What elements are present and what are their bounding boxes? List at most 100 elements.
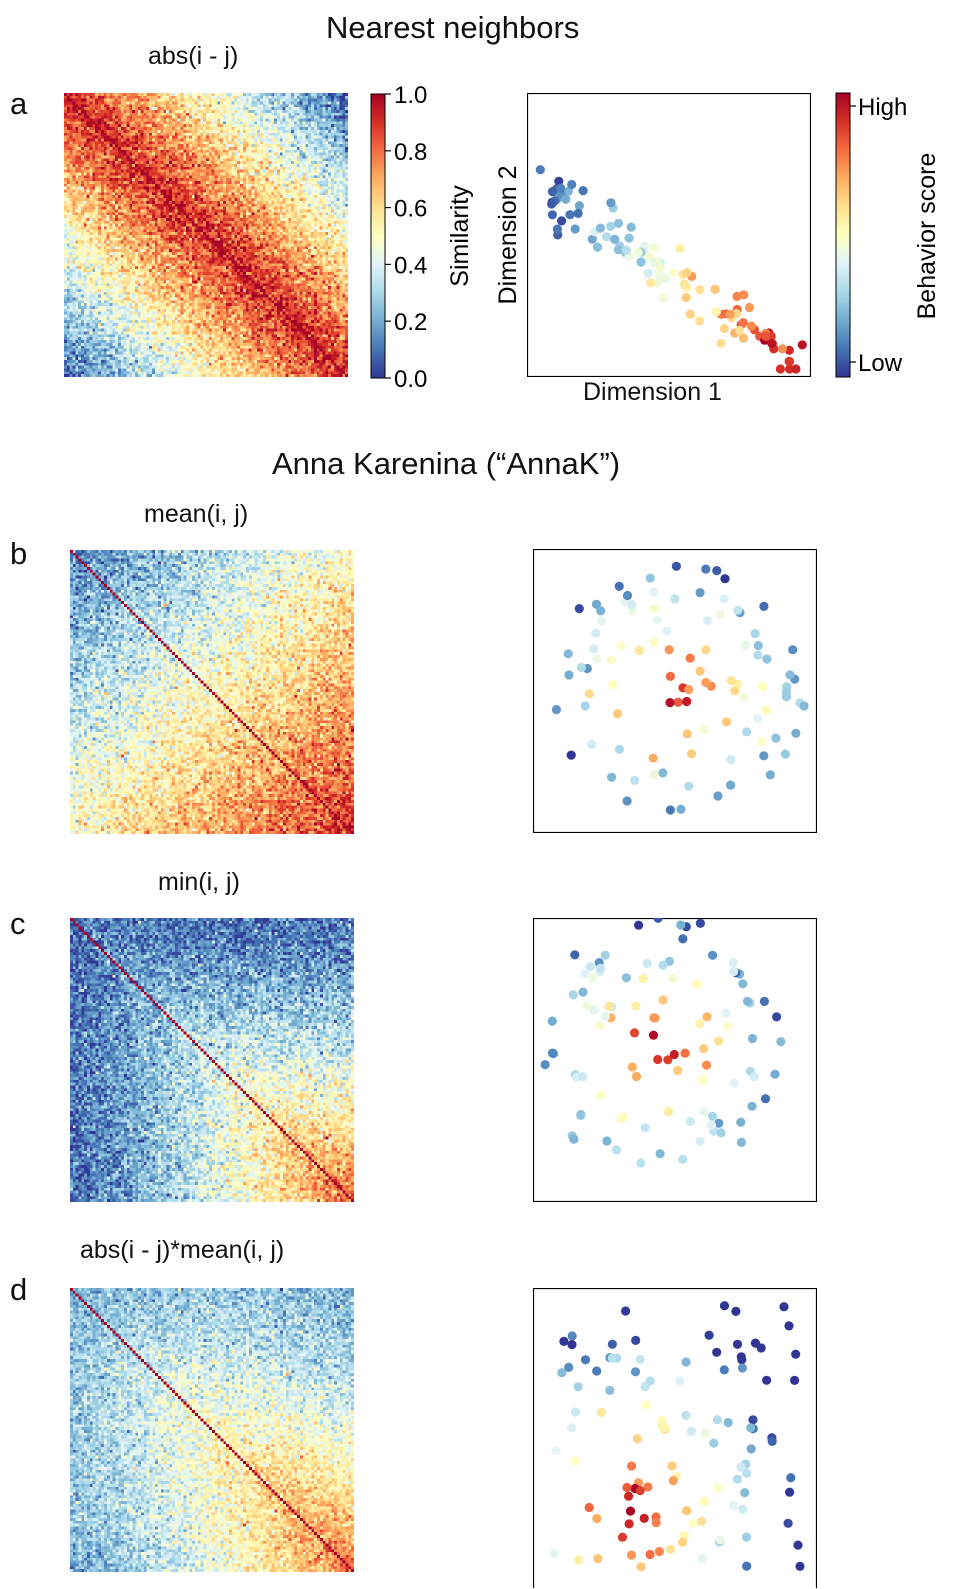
scatter-d-point [731, 1306, 741, 1316]
scatter-d-point [783, 1518, 793, 1528]
sc-c-point [707, 1120, 717, 1130]
sc-c-point [547, 1016, 557, 1026]
behavior-colorbar-label: Behavior score [913, 153, 941, 320]
sc-b-point [584, 689, 594, 699]
sc-b-point [658, 768, 668, 778]
scatter-d-point [607, 1339, 617, 1349]
scatter-d-point [719, 1301, 730, 1311]
sc-b-point [608, 680, 618, 690]
scatter-a-point [682, 268, 692, 278]
sc-b-point [616, 641, 626, 651]
scatter-d-point [677, 1537, 688, 1547]
scatter-a-point [606, 198, 616, 208]
sc-c-point [617, 1113, 627, 1124]
sc-b-point [701, 564, 711, 574]
sc-c-point [676, 920, 686, 930]
scatter-d-point [713, 1483, 723, 1493]
scatter-d-point [659, 1423, 670, 1433]
sc-c-point [634, 920, 644, 930]
scatter-a-point [761, 331, 771, 341]
similarity-tick-label: 0.8 [394, 139, 427, 166]
scatter-a-point [738, 318, 748, 328]
scatter-d-point [729, 1500, 739, 1511]
sc-c-point [621, 973, 631, 983]
scatter-a-point [767, 339, 777, 349]
scatter-xlabel: Dimension 1 [583, 378, 722, 406]
scatter-d-point [682, 1506, 692, 1516]
scatter-d-point [639, 1513, 649, 1523]
sc-c-point [678, 934, 688, 944]
sc-b-point [687, 749, 697, 759]
scatter-d-point [567, 1331, 577, 1341]
scatter-a-point [578, 186, 588, 196]
sc-b-point [665, 698, 675, 708]
scatter-a-point [675, 243, 685, 253]
scatter-d-point [641, 1400, 651, 1410]
scatter-a-point [535, 165, 545, 175]
scatter-d-point [723, 1418, 733, 1428]
scatter-d-point [567, 1340, 577, 1350]
sc-c-point [604, 1001, 614, 1011]
scatter-d-point [700, 1428, 710, 1438]
scatter-a-point [636, 257, 646, 267]
sc-c-point [695, 1019, 705, 1029]
sc-c-point [649, 1013, 659, 1023]
scatter-d-point [605, 1385, 615, 1395]
sc-b-point [713, 791, 723, 801]
sc-b-point [759, 751, 769, 761]
sc-c-point [736, 1117, 746, 1127]
scatter-d-point [570, 1456, 580, 1466]
scatter-d-point [742, 1532, 752, 1542]
sc-b-point [765, 770, 775, 780]
sc-c-point [716, 1128, 726, 1138]
sc-c-point [747, 1101, 757, 1111]
scatter-d-point [746, 1423, 756, 1433]
scatter-d-point [632, 1434, 642, 1444]
scatter-a-point [587, 234, 597, 244]
sc-b-point [684, 781, 694, 791]
sc-b-point [627, 599, 637, 610]
scatter-a-point [738, 333, 748, 343]
scatter-d-point [607, 1353, 617, 1363]
sc-b-point [649, 770, 659, 780]
scatter-d-point [740, 1488, 750, 1498]
scatter-a-point [621, 245, 631, 255]
scatter-d-point [742, 1561, 752, 1571]
similarity-colorbar: 1.0 0.8 0.6 0.4 0.2 0.0 Similarity [370, 82, 474, 393]
scatter-d-point [574, 1555, 584, 1565]
sc-b-point [759, 601, 769, 611]
scatter-a-point [652, 278, 662, 288]
sc-c-point [568, 990, 578, 1000]
sc-b-point [566, 750, 576, 760]
scatter-d-point [617, 1532, 628, 1542]
scatter-d-point [571, 1407, 581, 1417]
scatter-d-point [559, 1336, 569, 1346]
sc-b-point [781, 687, 791, 697]
sc-b-point [701, 645, 711, 655]
sc-b-point [685, 653, 695, 663]
sc-b-point [664, 645, 674, 655]
sc-b-point [563, 649, 573, 659]
scatter-d-point [779, 1302, 789, 1312]
scatter-d-point [573, 1382, 583, 1392]
scatter-a-point [695, 316, 705, 326]
scatter-a-point [649, 258, 659, 268]
sc-b-point [564, 670, 574, 680]
scatter-a-point [613, 245, 623, 255]
similarity-tick-label: 1.0 [394, 82, 427, 109]
sc-b-point [799, 701, 809, 711]
scatter-d-point [564, 1362, 574, 1372]
sc-b-point [671, 561, 681, 571]
sc-c-point [596, 1090, 606, 1100]
scatter-d-point [704, 1330, 714, 1340]
scatter-a-point [633, 247, 643, 258]
sc-c-point [638, 974, 648, 984]
sc-c-point [602, 1136, 612, 1146]
sc-b-point [670, 594, 680, 604]
sc-b-point [591, 599, 602, 609]
sc-c-point [653, 918, 663, 923]
sc-c-point [595, 1020, 605, 1031]
sc-c-point [585, 962, 595, 972]
sc-c-point [570, 950, 580, 960]
sc-c-point [685, 1116, 695, 1127]
